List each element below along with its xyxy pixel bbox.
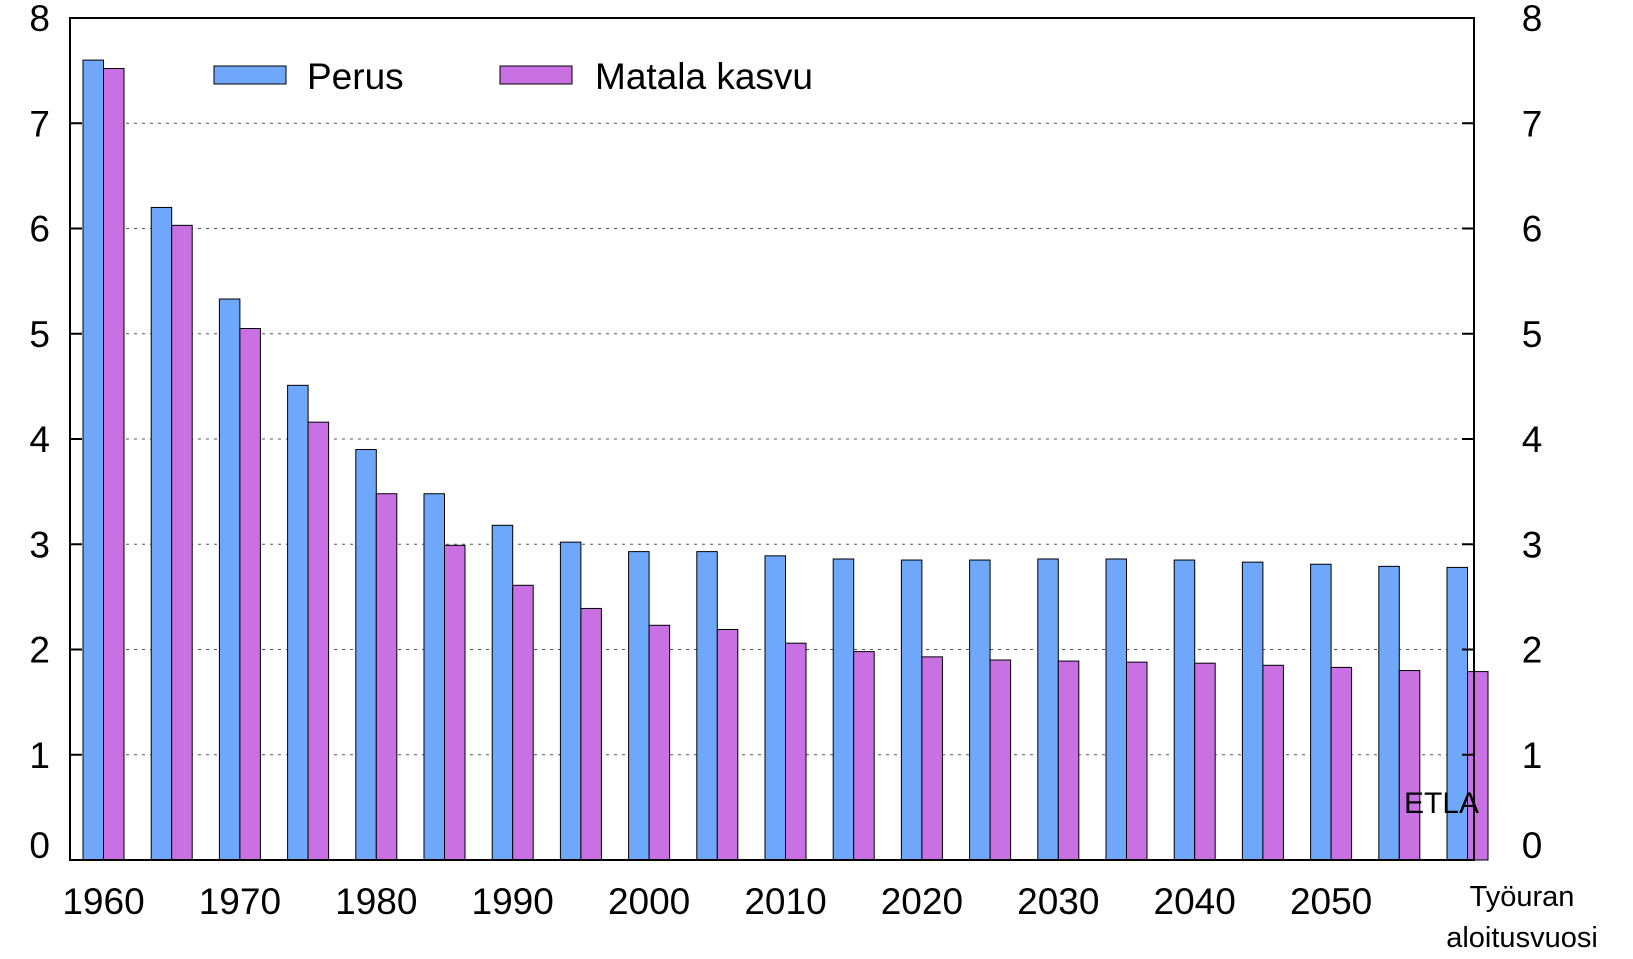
x-tick-label-2040: 2040 (1154, 881, 1236, 922)
bar-matala-kasvu-2005 (716, 629, 739, 861)
bar-matala-kasvu-2030 (1057, 660, 1080, 861)
bar-matala-kasvu-1995 (580, 607, 602, 861)
bar-matala-kasvu-1990 (512, 584, 534, 861)
bar-perus-1995 (559, 541, 582, 861)
bar-matala-kasvu-2045 (1262, 664, 1284, 861)
x-axis: 1960 1970 1980 1990 2000 2010 2020 2030 2040 2050 (62, 881, 1372, 922)
bar-matala-kasvu-2060 (1467, 671, 1489, 861)
bar-perus-2055 (1378, 565, 1400, 861)
right-y-tick-label-3: 3 (1522, 524, 1543, 565)
legend-swatch-perus (213, 65, 287, 85)
left-y-axis: 0 1 2 3 4 5 6 7 8 (29, 0, 82, 866)
bar-perus-2020 (900, 559, 923, 861)
x-tick-label-2000: 2000 (608, 881, 690, 922)
bar-matala-kasvu-1985 (444, 544, 466, 861)
bar-perus-1965 (150, 206, 173, 861)
x-tick-label-1960: 1960 (62, 881, 144, 922)
x-tick-label-1980: 1980 (335, 881, 417, 922)
bar-perus-1985 (423, 493, 445, 861)
bar-matala-kasvu-1970 (239, 327, 261, 861)
right-y-tick-label-2: 2 (1522, 630, 1543, 671)
bar-perus-1970 (218, 298, 241, 861)
bar-perus-1980 (355, 449, 377, 861)
bars-group (82, 59, 1489, 861)
x-tick-label-1970: 1970 (199, 881, 281, 922)
bar-perus-2040 (1173, 559, 1196, 861)
bar-perus-2015 (832, 558, 855, 861)
right-y-tick-label-6: 6 (1522, 209, 1543, 250)
bar-perus-1960 (82, 59, 104, 861)
legend-swatch-matala-kasvu (499, 65, 573, 85)
bar-matala-kasvu-1965 (171, 224, 193, 861)
bar-perus-1975 (287, 384, 309, 861)
right-y-tick-label-7: 7 (1522, 103, 1543, 144)
x-axis-title-line-1: Työuran (1470, 881, 1575, 913)
bar-matala-kasvu-1980 (375, 493, 398, 861)
bar-matala-kasvu-2050 (1330, 666, 1353, 861)
right-y-tick-label-5: 5 (1522, 314, 1543, 355)
bar-perus-2025 (969, 559, 991, 861)
x-tick-label-2020: 2020 (881, 881, 963, 922)
right-y-tick-label-1: 1 (1522, 735, 1543, 776)
legend-label-perus: Perus (307, 56, 404, 97)
right-y-axis: 0 1 2 3 4 5 6 7 8 (1462, 0, 1542, 866)
right-y-tick-label-8: 8 (1522, 0, 1543, 39)
left-y-tick-label-2: 2 (29, 630, 50, 671)
x-tick-label-2030: 2030 (1017, 881, 1099, 922)
x-tick-label-1990: 1990 (472, 881, 554, 922)
bar-matala-kasvu-2025 (989, 659, 1012, 861)
left-y-tick-label-4: 4 (29, 419, 50, 460)
x-tick-label-2010: 2010 (744, 881, 826, 922)
right-y-tick-label-4: 4 (1522, 419, 1543, 460)
bar-perus-1990 (491, 524, 514, 861)
left-y-tick-label-3: 3 (29, 524, 50, 565)
bar-matala-kasvu-2010 (785, 642, 807, 861)
x-tick-label-2050: 2050 (1290, 881, 1372, 922)
bar-matala-kasvu-1975 (307, 421, 330, 861)
x-axis-title-line-2: aloitusvuosi (1446, 922, 1598, 954)
bar-matala-kasvu-2000 (648, 624, 671, 861)
left-y-tick-label-0: 0 (29, 825, 50, 866)
legend-label-matala-kasvu: Matala kasvu (595, 56, 813, 97)
bar-perus-2005 (696, 551, 718, 861)
bar-matala-kasvu-2020 (921, 656, 943, 861)
left-y-tick-label-6: 6 (29, 209, 50, 250)
right-y-tick-label-0: 0 (1522, 825, 1543, 866)
bar-matala-kasvu-2055 (1398, 670, 1421, 861)
bar-perus-2000 (628, 551, 650, 861)
bar-matala-kasvu-2040 (1194, 662, 1216, 861)
bar-matala-kasvu-2015 (853, 651, 875, 861)
bar-perus-2010 (764, 555, 786, 861)
left-y-tick-label-5: 5 (29, 314, 50, 355)
left-y-tick-label-1: 1 (29, 735, 50, 776)
source-note: ETLA (1404, 787, 1479, 820)
bar-matala-kasvu-2035 (1126, 661, 1148, 861)
bar-perus-2030 (1037, 558, 1059, 861)
left-y-tick-label-7: 7 (29, 103, 50, 144)
bar-perus-2050 (1310, 563, 1332, 861)
legend: Perus Matala kasvu (213, 56, 813, 97)
bar-matala-kasvu-1960 (103, 68, 125, 861)
left-y-tick-label-8: 8 (29, 0, 50, 39)
bar-perus-2045 (1241, 561, 1264, 861)
bar-perus-2035 (1105, 558, 1127, 861)
